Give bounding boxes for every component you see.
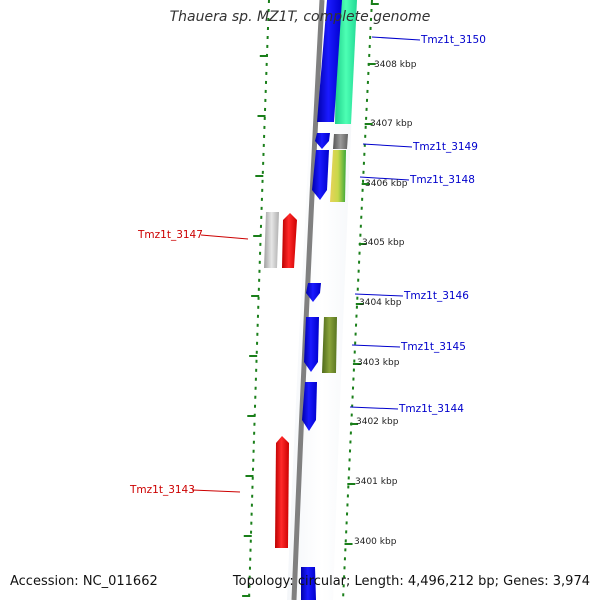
kbp-label-3407: 3407 kbp: [370, 119, 413, 129]
gene-label-tmz1t-3143[interactable]: Tmz1t_3143: [129, 484, 195, 496]
gene-tmz1t-3148-inner[interactable]: [312, 150, 329, 200]
genome-title: Thauera sp. MZ1T, complete genome: [169, 9, 431, 25]
gene-tmz1t-3145-outer[interactable]: [322, 317, 337, 373]
outer-major-ticks: [344, 3, 379, 545]
gene-tmz1t-3150-inner[interactable]: [317, 0, 342, 122]
accession-text: Accession: NC_011662: [10, 574, 158, 589]
label-leaders-blue: [349, 36, 421, 410]
gene-label-tmz1t-3144[interactable]: Tmz1t_3144: [398, 403, 464, 415]
genome-backbone: [291, 0, 325, 600]
gene-tmz1t-3149-outer[interactable]: [333, 134, 348, 149]
gene-label-tmz1t-3146[interactable]: Tmz1t_3146: [403, 290, 469, 302]
gene-label-tmz1t-3149[interactable]: Tmz1t_3149: [412, 141, 478, 153]
gene-tmz1t-3146[interactable]: [306, 283, 321, 302]
topology-text: Topology: circular; Length: 4,496,212 bp…: [232, 574, 590, 589]
gene-label-tmz1t-3145[interactable]: Tmz1t_3145: [400, 341, 466, 353]
gene-tmz1t-3144[interactable]: [302, 382, 317, 431]
gene-label-tmz1t-3147[interactable]: Tmz1t_3147: [137, 229, 203, 241]
gene-tmz1t-3149-inner[interactable]: [315, 133, 330, 149]
label-leaders-red: [191, 234, 249, 493]
kbp-label-3408: 3408 kbp: [374, 60, 417, 70]
gene-label-tmz1t-3150[interactable]: Tmz1t_3150: [420, 34, 486, 46]
inner-major-ticks: [242, 55, 268, 597]
kbp-label-3402: 3402 kbp: [356, 417, 399, 427]
gene-label-tmz1t-3148[interactable]: Tmz1t_3148: [409, 174, 475, 186]
gene-tmz1t-3150-outer[interactable]: [335, 0, 357, 124]
tick-ring-inner: [248, 0, 270, 600]
gene-tmz1t-3148-outer[interactable]: [330, 150, 346, 202]
kbp-label-3404: 3404 kbp: [359, 298, 402, 308]
kbp-label-3400: 3400 kbp: [354, 537, 397, 547]
kbp-label-3401: 3401 kbp: [355, 477, 398, 487]
gene-tmz1t-3145-inner[interactable]: [304, 317, 319, 372]
gene-tmz1t-3147-grey[interactable]: [264, 212, 279, 268]
gene-tmz1t-3143[interactable]: [275, 436, 289, 548]
kbp-label-3403: 3403 kbp: [357, 358, 400, 368]
kbp-label-3405: 3405 kbp: [362, 238, 405, 248]
kbp-label-3406: 3406 kbp: [365, 179, 408, 189]
gene-bottom-blue[interactable]: [301, 567, 316, 600]
gene-tmz1t-3147[interactable]: [282, 213, 297, 268]
